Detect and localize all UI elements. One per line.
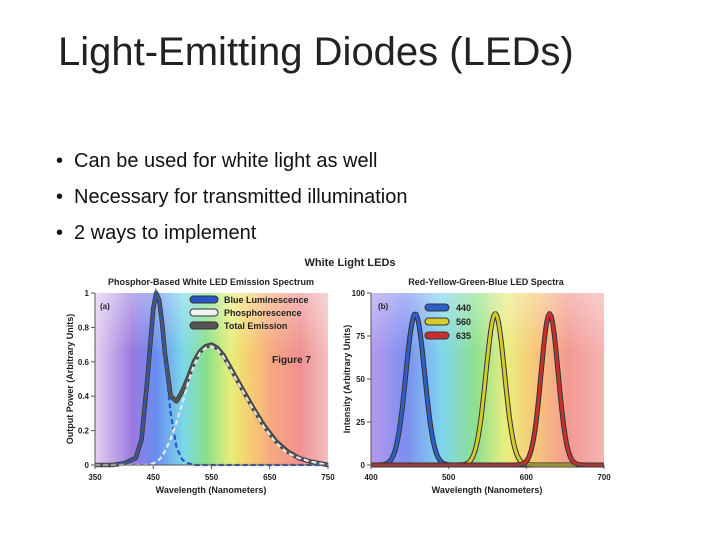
bullet-text: 2 ways to implement <box>74 222 257 244</box>
chart-a-ylabel: Output Power (Arbitrary Units) <box>65 314 75 445</box>
chart-b-legend-label: 560 <box>456 317 471 327</box>
chart-b-x-tick-label: 500 <box>442 473 456 482</box>
chart-b-y-tick-label: 0 <box>361 461 366 470</box>
chart-a-x-tick-label: 450 <box>147 473 161 482</box>
chart-a-y-tick-label: 0.6 <box>78 358 90 367</box>
chart-a-series-line <box>95 292 328 467</box>
chart-a-legend-swatch <box>189 295 219 304</box>
chart-a-x-tick-label: 350 <box>88 473 102 482</box>
chart-a-legend-label: Blue Luminescence <box>224 295 309 305</box>
chart-b-y-tick-label: 50 <box>356 375 365 384</box>
figure-title: White Light LEDs <box>304 257 395 269</box>
chart-a-xlabel: Wavelength (Nanometers) <box>156 485 267 495</box>
bullet-dot: • <box>56 186 64 208</box>
chart-panel-a: Phosphor-Based White LED Emission Spectr… <box>65 277 335 495</box>
chart-b-legend-swatch <box>424 317 450 326</box>
chart-a-x-tick-label: 650 <box>263 473 277 482</box>
chart-b-x-tick-label: 600 <box>520 473 534 482</box>
chart-a-title: Phosphor-Based White LED Emission Spectr… <box>108 277 314 287</box>
chart-a-legend-swatch <box>189 321 219 330</box>
chart-b-legend-swatch <box>424 303 450 312</box>
bullet-item: • Necessary for transmitted illumination <box>56 182 407 218</box>
chart-b-title: Red-Yellow-Green-Blue LED Spectra <box>408 277 565 287</box>
chart-a-y-tick-label: 0.4 <box>78 392 90 401</box>
bullet-item: • 2 ways to implement <box>56 218 407 254</box>
chart-b-y-tick-label: 100 <box>352 289 366 298</box>
chart-b-panel-label: (b) <box>378 302 389 311</box>
slide-title: Light-Emitting Diodes (LEDs) <box>58 30 574 74</box>
chart-panel-b: Red-Yellow-Green-Blue LED Spectra 400 500… <box>342 277 611 495</box>
chart-b-y-tick-label: 75 <box>356 332 365 341</box>
bullet-dot: • <box>56 150 64 172</box>
chart-b-x-tick-label: 700 <box>597 473 611 482</box>
chart-a-y-tick-label: 0.2 <box>78 427 90 436</box>
chart-b-legend-swatch <box>424 331 450 340</box>
chart-b-ylabel: Intensity (Arbitrary Units) <box>342 325 352 434</box>
chart-b-legend-label: 440 <box>456 303 471 313</box>
chart-b-xlabel: Wavelength (Nanometers) <box>432 485 543 495</box>
chart-a-annotation: Figure 7 <box>272 355 311 366</box>
chart-a-y-tick-label: 0 <box>85 461 90 470</box>
chart-b-legend-label: 635 <box>456 331 471 341</box>
bullet-text: Necessary for transmitted illumination <box>74 186 408 208</box>
chart-a-panel-label: (a) <box>100 302 110 311</box>
chart-a-legend-label: Total Emission <box>224 321 287 331</box>
chart-b-y-tick-label: 25 <box>356 418 365 427</box>
chart-a-legend-swatch <box>189 308 219 317</box>
bullet-dot: • <box>56 222 64 244</box>
chart-a-y-tick-label: 0.8 <box>78 323 90 332</box>
bullet-list: • Can be used for white light as well • Ne… <box>56 146 407 254</box>
chart-a-legend-label: Phosphorescence <box>224 308 302 318</box>
bullet-item: • Can be used for white light as well <box>56 146 407 182</box>
chart-b-x-tick-label: 400 <box>364 473 378 482</box>
chart-a-y-tick-label: 1 <box>85 289 90 298</box>
chart-a-x-tick-label: 550 <box>205 473 219 482</box>
bullet-text: Can be used for white light as well <box>74 150 378 172</box>
chart-a-x-tick-label: 750 <box>321 473 335 482</box>
